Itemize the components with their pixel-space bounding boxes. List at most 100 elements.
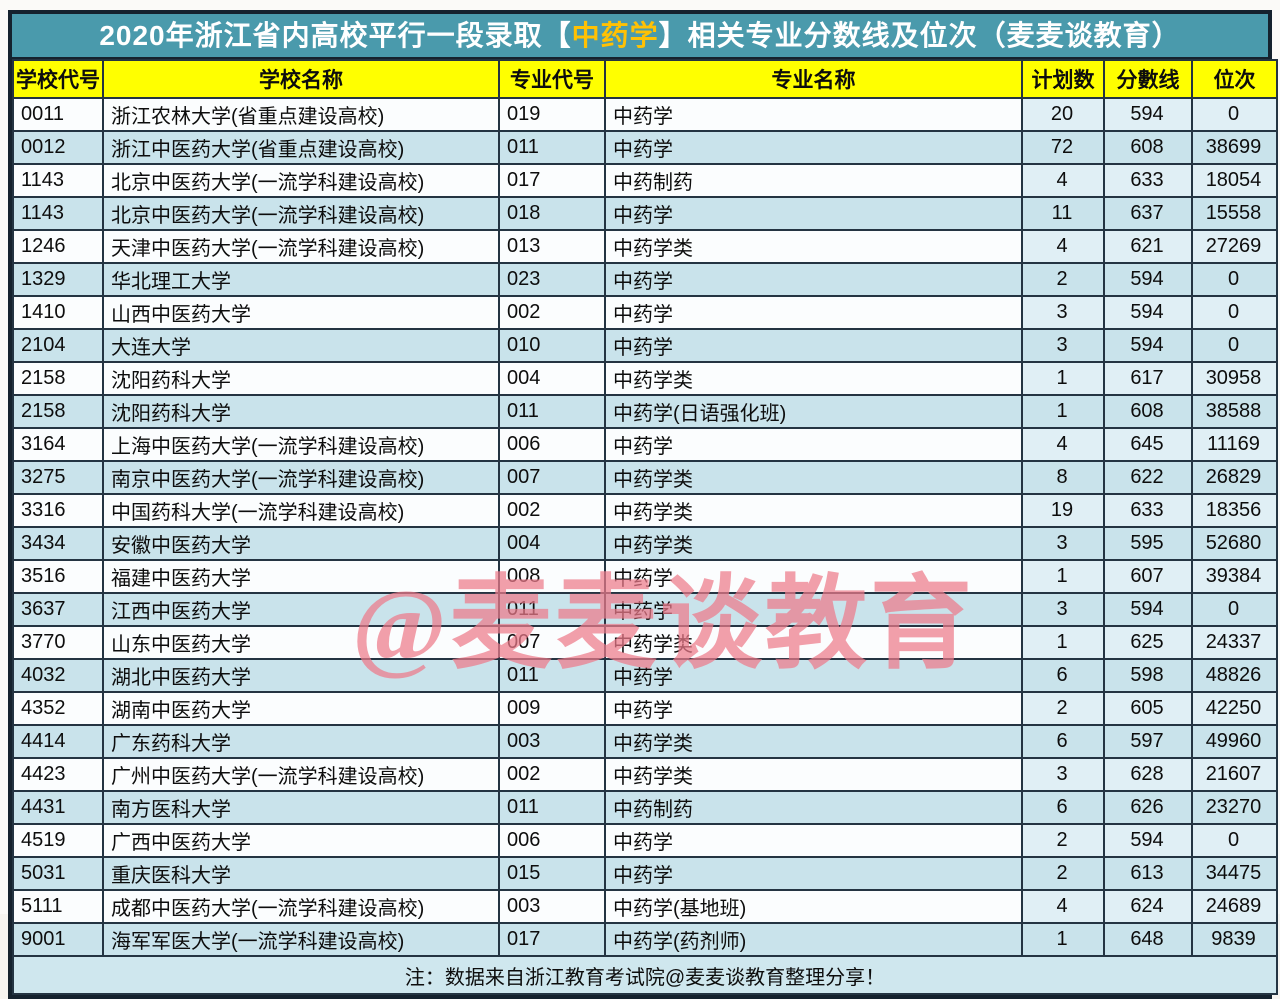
cell-plan-count: 3 [1021, 592, 1105, 627]
cell-school-code: 2158 [12, 361, 104, 396]
cell-major-name: 中药学类 [604, 625, 1023, 660]
table-row: 4414 广东药科大学 003 中药学类 6 597 49960 [12, 724, 1278, 759]
cell-school-code: 3164 [12, 427, 104, 462]
table-row: 3275 南京中医药大学(一流学科建设高校) 007 中药学类 8 622 26829 [12, 460, 1278, 495]
cell-major-name: 中药学类 [604, 361, 1023, 396]
admission-table: 学校代号 学校名称 专业代号 专业名称 计划数 分數线 位次 0011 浙江农林大… [12, 59, 1278, 995]
cell-school-name: 安徽中医药大学 [102, 526, 500, 561]
table-row: 3164 上海中医药大学(一流学科建设高校) 006 中药学 4 645 11169 [12, 427, 1278, 462]
title-highlight: 中药学 [571, 20, 659, 51]
col-header-major-code: 专业代号 [498, 59, 606, 99]
cell-major-code: 015 [498, 856, 606, 891]
cell-major-code: 023 [498, 262, 606, 297]
cell-major-name: 中药学类 [604, 724, 1023, 759]
cell-school-name: 沈阳药科大学 [102, 394, 500, 429]
cell-school-code: 1143 [12, 196, 104, 231]
cell-plan-count: 1 [1021, 394, 1105, 429]
cell-school-name: 湖南中医药大学 [102, 691, 500, 726]
title-suffix: 】相关专业分数线及位次（麦麦谈教育） [658, 20, 1181, 51]
cell-score-line: 648 [1103, 922, 1193, 957]
cell-score-line: 633 [1103, 163, 1193, 198]
cell-plan-count: 4 [1021, 889, 1105, 924]
cell-major-name: 中药学类 [604, 757, 1023, 792]
cell-rank: 30958 [1191, 361, 1278, 396]
table-row: 5111 成都中医药大学(一流学科建设高校) 003 中药学(基地班) 4 624 2468… [12, 889, 1278, 924]
cell-major-name: 中药学(日语强化班) [604, 394, 1023, 429]
cell-major-code: 008 [498, 559, 606, 594]
cell-school-name: 上海中医药大学(一流学科建设高校) [102, 427, 500, 462]
cell-score-line: 598 [1103, 658, 1193, 693]
col-header-plan-count: 计划数 [1021, 59, 1105, 99]
table-row: 0011 浙江农林大学(省重点建设高校) 019 中药学 20 594 0 [12, 97, 1278, 132]
table-row: 3516 福建中医药大学 008 中药学 1 607 39384 [12, 559, 1278, 594]
cell-major-name: 中药学类 [604, 229, 1023, 264]
cell-major-code: 017 [498, 922, 606, 957]
cell-plan-count: 2 [1021, 823, 1105, 858]
cell-major-name: 中药学类 [604, 526, 1023, 561]
col-header-rank: 位次 [1191, 59, 1278, 99]
table-row: 3770 山东中医药大学 007 中药学类 1 625 24337 [12, 625, 1278, 660]
cell-major-name: 中药学类 [604, 460, 1023, 495]
table-row: 1329 华北理工大学 023 中药学 2 594 0 [12, 262, 1278, 297]
cell-major-name: 中药学类 [604, 493, 1023, 528]
cell-rank: 24337 [1191, 625, 1278, 660]
cell-rank: 15558 [1191, 196, 1278, 231]
cell-plan-count: 3 [1021, 328, 1105, 363]
cell-score-line: 626 [1103, 790, 1193, 825]
table-row: 5031 重庆医科大学 015 中药学 2 613 34475 [12, 856, 1278, 891]
cell-major-code: 002 [498, 493, 606, 528]
cell-rank: 27269 [1191, 229, 1278, 264]
cell-major-code: 006 [498, 427, 606, 462]
cell-school-code: 4414 [12, 724, 104, 759]
table-row: 9001 海军军医大学(一流学科建设高校) 017 中药学(药剂师) 1 648 9839 [12, 922, 1278, 957]
cell-score-line: 645 [1103, 427, 1193, 462]
cell-school-name: 沈阳药科大学 [102, 361, 500, 396]
cell-plan-count: 3 [1021, 295, 1105, 330]
cell-score-line: 617 [1103, 361, 1193, 396]
cell-rank: 52680 [1191, 526, 1278, 561]
col-header-school-name: 学校名称 [102, 59, 500, 99]
table-row: 2104 大连大学 010 中药学 3 594 0 [12, 328, 1278, 363]
cell-plan-count: 20 [1021, 97, 1105, 132]
cell-major-code: 002 [498, 295, 606, 330]
cell-major-code: 007 [498, 460, 606, 495]
cell-major-code: 011 [498, 592, 606, 627]
cell-score-line: 624 [1103, 889, 1193, 924]
cell-plan-count: 4 [1021, 427, 1105, 462]
cell-school-code: 9001 [12, 922, 104, 957]
cell-school-name: 中国药科大学(一流学科建设高校) [102, 493, 500, 528]
cell-major-code: 004 [498, 361, 606, 396]
cell-major-name: 中药学 [604, 295, 1023, 330]
cell-rank: 38699 [1191, 130, 1278, 165]
cell-school-code: 0011 [12, 97, 104, 132]
cell-school-code: 3316 [12, 493, 104, 528]
cell-plan-count: 3 [1021, 757, 1105, 792]
cell-score-line: 594 [1103, 328, 1193, 363]
cell-major-code: 003 [498, 889, 606, 924]
cell-rank: 0 [1191, 823, 1278, 858]
cell-rank: 11169 [1191, 427, 1278, 462]
cell-school-name: 南京中医药大学(一流学科建设高校) [102, 460, 500, 495]
table-row: 3434 安徽中医药大学 004 中药学类 3 595 52680 [12, 526, 1278, 561]
cell-rank: 26829 [1191, 460, 1278, 495]
cell-major-code: 011 [498, 130, 606, 165]
table-row: 4431 南方医科大学 011 中药制药 6 626 23270 [12, 790, 1278, 825]
cell-school-code: 5111 [12, 889, 104, 924]
cell-score-line: 597 [1103, 724, 1193, 759]
cell-plan-count: 2 [1021, 691, 1105, 726]
cell-school-name: 广东药科大学 [102, 724, 500, 759]
cell-major-code: 018 [498, 196, 606, 231]
cell-school-name: 北京中医药大学(一流学科建设高校) [102, 163, 500, 198]
cell-plan-count: 4 [1021, 229, 1105, 264]
cell-plan-count: 4 [1021, 163, 1105, 198]
header-row: 学校代号 学校名称 专业代号 专业名称 计划数 分數线 位次 [12, 59, 1278, 99]
cell-rank: 23270 [1191, 790, 1278, 825]
cell-major-code: 011 [498, 658, 606, 693]
col-header-school-code: 学校代号 [12, 59, 104, 99]
cell-rank: 34475 [1191, 856, 1278, 891]
cell-rank: 38588 [1191, 394, 1278, 429]
cell-plan-count: 1 [1021, 559, 1105, 594]
cell-school-code: 5031 [12, 856, 104, 891]
cell-major-name: 中药学 [604, 856, 1023, 891]
cell-score-line: 594 [1103, 262, 1193, 297]
